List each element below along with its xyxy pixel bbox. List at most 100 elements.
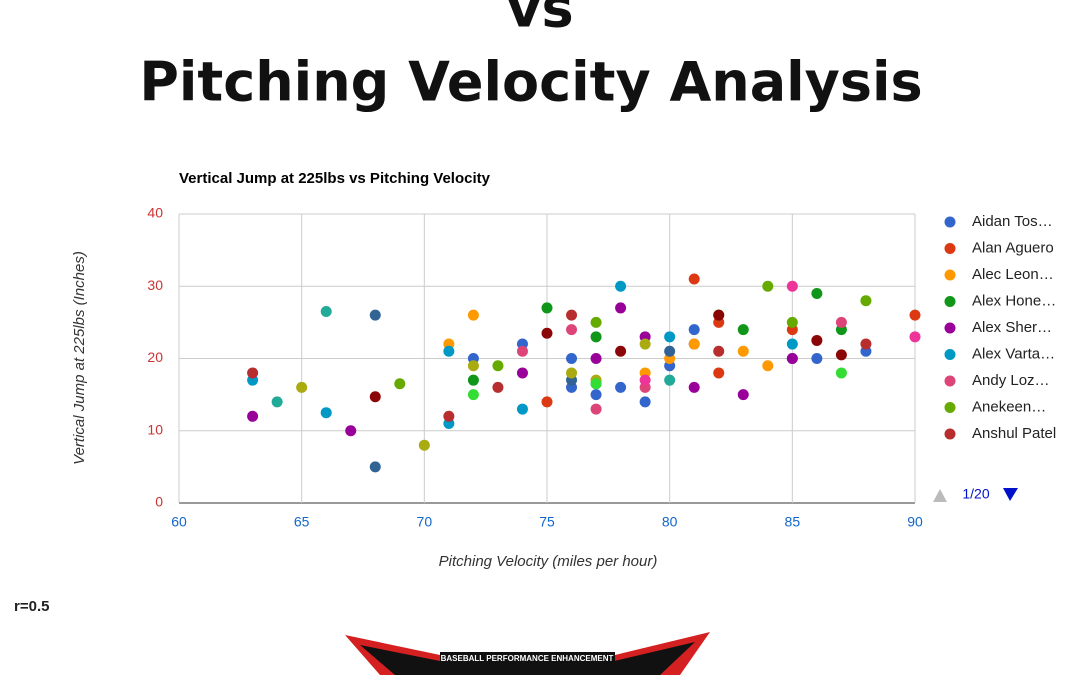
legend-marker bbox=[944, 322, 956, 334]
x-tick-label: 70 bbox=[417, 514, 433, 530]
point bbox=[639, 374, 651, 386]
point bbox=[737, 389, 749, 401]
point bbox=[566, 353, 578, 364]
chart-title: Vertical Jump at 225lbs vs Pitching Velo… bbox=[179, 170, 491, 187]
point bbox=[811, 287, 823, 299]
x-tick-label: 85 bbox=[785, 514, 801, 530]
point bbox=[320, 306, 332, 318]
point bbox=[369, 391, 381, 403]
point bbox=[492, 360, 504, 372]
legend-label: Alec Leon… bbox=[972, 266, 1054, 283]
point bbox=[713, 309, 725, 321]
legend-marker bbox=[944, 269, 956, 281]
legend-label: Alex Varta… bbox=[972, 345, 1055, 362]
point bbox=[835, 367, 847, 379]
point bbox=[811, 353, 823, 364]
point bbox=[615, 381, 627, 393]
legend-page-up[interactable] bbox=[933, 489, 947, 502]
legend-page: 1/20 bbox=[962, 486, 989, 502]
point bbox=[615, 302, 627, 314]
point bbox=[566, 324, 578, 336]
x-tick-label: 90 bbox=[907, 514, 923, 530]
point bbox=[860, 295, 872, 307]
point bbox=[590, 353, 602, 364]
point bbox=[247, 367, 259, 379]
legend-label: Alex Sher… bbox=[972, 319, 1052, 336]
point bbox=[590, 378, 602, 390]
point bbox=[835, 349, 847, 361]
point bbox=[467, 360, 479, 372]
point bbox=[786, 338, 798, 350]
point bbox=[320, 407, 332, 419]
point bbox=[541, 396, 553, 408]
point bbox=[590, 316, 602, 328]
point bbox=[516, 403, 528, 415]
point bbox=[443, 410, 455, 422]
x-tick-label: 75 bbox=[539, 514, 555, 530]
point bbox=[639, 338, 651, 350]
point bbox=[271, 396, 283, 408]
legend-marker bbox=[944, 349, 956, 360]
x-axis-label: Pitching Velocity (miles per hour) bbox=[439, 553, 658, 570]
point bbox=[909, 331, 921, 343]
legend-marker bbox=[944, 216, 956, 228]
legend-marker bbox=[944, 428, 956, 440]
page-title: vs bbox=[506, 0, 573, 40]
point bbox=[835, 316, 847, 328]
point bbox=[541, 302, 553, 314]
point bbox=[688, 338, 700, 350]
point bbox=[615, 345, 627, 357]
y-tick-label: 20 bbox=[147, 349, 163, 365]
point bbox=[467, 374, 479, 386]
point bbox=[762, 360, 774, 372]
point bbox=[615, 280, 627, 292]
point bbox=[688, 273, 700, 285]
logo: BASEBALL PERFORMANCE ENHANCEMENT bbox=[345, 632, 710, 675]
y-tick-label: 30 bbox=[147, 277, 163, 293]
point bbox=[786, 353, 798, 364]
logo-wing bbox=[610, 642, 695, 675]
point bbox=[443, 345, 455, 357]
stat-label: r=0.5 bbox=[14, 598, 49, 615]
y-tick-label: 40 bbox=[147, 205, 163, 221]
y-tick-label: 10 bbox=[147, 421, 163, 437]
logo-text: BASEBALL PERFORMANCE ENHANCEMENT bbox=[441, 654, 614, 663]
x-tick-label: 60 bbox=[171, 514, 187, 530]
x-tick-label: 80 bbox=[662, 514, 678, 530]
point bbox=[811, 334, 823, 346]
point bbox=[590, 331, 602, 343]
point bbox=[713, 367, 725, 379]
point bbox=[786, 280, 798, 292]
legend-label: Andy Loz… bbox=[972, 372, 1050, 389]
legend-label: Anekeen… bbox=[972, 398, 1046, 415]
point bbox=[296, 381, 308, 393]
point bbox=[394, 378, 406, 390]
point bbox=[639, 396, 651, 408]
point bbox=[664, 374, 676, 386]
legend-label: Alex Hone… bbox=[972, 292, 1056, 309]
point bbox=[345, 425, 357, 437]
point bbox=[762, 280, 774, 292]
legend-marker bbox=[944, 296, 956, 307]
legend-marker bbox=[944, 402, 956, 413]
legend-label: Aidan Tos… bbox=[972, 213, 1053, 230]
page-title: Pitching Velocity Analysis bbox=[139, 51, 922, 114]
legend-page-down[interactable] bbox=[1003, 488, 1018, 501]
point bbox=[516, 345, 528, 357]
y-tick-label: 0 bbox=[155, 494, 163, 510]
point bbox=[590, 389, 602, 401]
point bbox=[688, 324, 700, 336]
point bbox=[664, 345, 676, 357]
point bbox=[909, 309, 921, 321]
point bbox=[418, 439, 430, 451]
point bbox=[369, 461, 381, 473]
logo-wing bbox=[360, 645, 445, 675]
point bbox=[566, 367, 578, 379]
legend-label: Alan Aguero bbox=[972, 239, 1054, 256]
point bbox=[467, 389, 479, 401]
x-tick-label: 65 bbox=[294, 514, 310, 530]
legend-marker bbox=[944, 375, 956, 387]
legend-marker bbox=[944, 243, 956, 254]
